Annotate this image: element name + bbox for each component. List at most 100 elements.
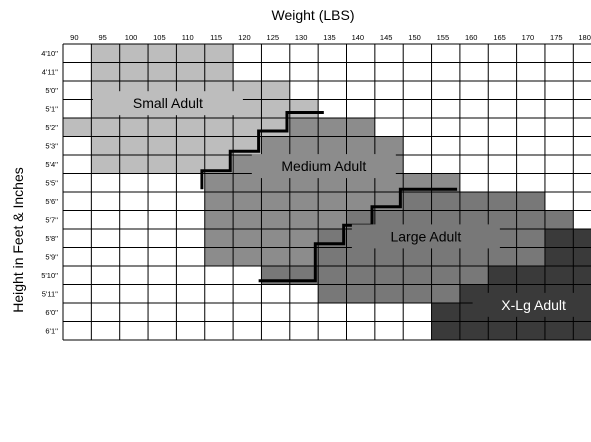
heatmap-cell (318, 62, 347, 82)
heatmap-cell (374, 266, 404, 285)
heatmap-cell (403, 192, 432, 211)
heatmap-cell (91, 303, 120, 322)
heatmap-cell (431, 99, 461, 119)
heatmap-cell (318, 44, 347, 63)
heatmap-cell (544, 155, 574, 174)
heatmap-cell (403, 284, 432, 304)
heatmap-cell (63, 210, 92, 230)
heatmap-cell (318, 321, 347, 341)
heatmap-cell (176, 155, 206, 174)
x-tick-label: 115 (210, 33, 222, 42)
heatmap-cell (289, 321, 319, 341)
heatmap-cell (488, 99, 517, 119)
heatmap-cell (516, 81, 546, 100)
heatmap-cell (459, 81, 489, 100)
heatmap-cell (516, 173, 546, 193)
heatmap-cell (289, 118, 319, 137)
heatmap-cell (431, 192, 461, 211)
heatmap-cell (148, 247, 177, 267)
heatmap-cell (91, 136, 120, 156)
x-tick-label: 140 (352, 33, 365, 42)
heatmap-cell (289, 284, 319, 304)
heatmap-cell (176, 136, 206, 156)
region-label-small: Small Adult (133, 95, 203, 111)
heatmap-cell (544, 81, 574, 100)
heatmap-cell (318, 266, 347, 285)
heatmap-cell (204, 284, 234, 304)
heatmap-cell (63, 321, 92, 341)
heatmap-cell (544, 247, 574, 267)
heatmap-cell (233, 173, 262, 193)
heatmap-cell (403, 173, 432, 193)
y-tick-label: 5'10'' (41, 271, 58, 280)
heatmap-cell (544, 62, 574, 82)
heatmap-cell (148, 192, 177, 211)
heatmap-cell (318, 192, 347, 211)
heatmap-cell (119, 118, 149, 137)
heatmap-cell (374, 321, 404, 341)
heatmap-cell (148, 303, 177, 322)
heatmap-cell (346, 192, 376, 211)
heatmap-cell (516, 321, 546, 341)
heatmap-cell (289, 229, 319, 248)
region-label-background (92, 91, 243, 116)
heatmap-cell (544, 99, 574, 119)
heatmap-cell (516, 229, 546, 248)
heatmap-cell (318, 118, 347, 137)
heatmap-cell (459, 192, 489, 211)
heatmap-cell (148, 118, 177, 137)
heatmap-cell (289, 136, 319, 156)
heatmap-cell (261, 136, 291, 156)
heatmap-cell (346, 266, 376, 285)
heatmap-cell (431, 303, 461, 322)
heatmap-cell (516, 62, 546, 82)
y-tick-label: 4'10'' (41, 49, 58, 58)
heatmap-cell (204, 210, 234, 230)
x-tick-label: 110 (182, 33, 194, 42)
heatmap-cell (544, 136, 574, 156)
heatmap-cell (261, 229, 291, 248)
region-label-large: Large Adult (390, 228, 461, 244)
heatmap-cell (261, 321, 291, 341)
heatmap-cell (431, 81, 461, 100)
heatmap-cell (204, 136, 234, 156)
heatmap-cell (176, 173, 206, 193)
heatmap-cell (119, 229, 149, 248)
heatmap-cell (204, 303, 234, 322)
heatmap-cell (573, 266, 591, 285)
heatmap-cell (233, 192, 262, 211)
x-tick-label: 135 (323, 33, 336, 42)
y-tick-label: 6'0'' (45, 308, 58, 317)
heatmap-cell (403, 44, 432, 63)
heatmap-cell (176, 229, 206, 248)
heatmap-cell (516, 99, 546, 119)
heatmap-cell (544, 173, 574, 193)
y-tick-label: 5'8'' (45, 234, 58, 243)
heatmap-cell (233, 44, 262, 63)
heatmap-cell (459, 173, 489, 193)
heatmap-cell (119, 44, 149, 63)
heatmap-cells (63, 44, 591, 341)
region-label-xl: X-Lg Adult (501, 297, 566, 313)
heatmap-cell (459, 136, 489, 156)
heatmap-cell (204, 192, 234, 211)
x-tick-label: 155 (437, 33, 450, 42)
heatmap-cell (318, 303, 347, 322)
heatmap-cell (374, 62, 404, 82)
heatmap-cell (374, 118, 404, 137)
heatmap-cell (403, 321, 432, 341)
heatmap-cell (544, 210, 574, 230)
heatmap-cell (573, 62, 591, 82)
heatmap-cell (516, 210, 546, 230)
heatmap-cell (91, 321, 120, 341)
y-axis-label: Height in Feet & Inches (10, 167, 26, 313)
heatmap-cell (459, 99, 489, 119)
x-tick-label: 130 (295, 33, 308, 42)
heatmap-cell (233, 303, 262, 322)
heatmap-cell (459, 155, 489, 174)
heatmap-cell (403, 303, 432, 322)
heatmap-cell (289, 210, 319, 230)
y-tick-labels: 4'10'' 4'11'' 5'0'' 5'1'' 5'2'' 5'3'' 5'4'' 5'5… (41, 49, 58, 336)
heatmap-cell (233, 210, 262, 230)
